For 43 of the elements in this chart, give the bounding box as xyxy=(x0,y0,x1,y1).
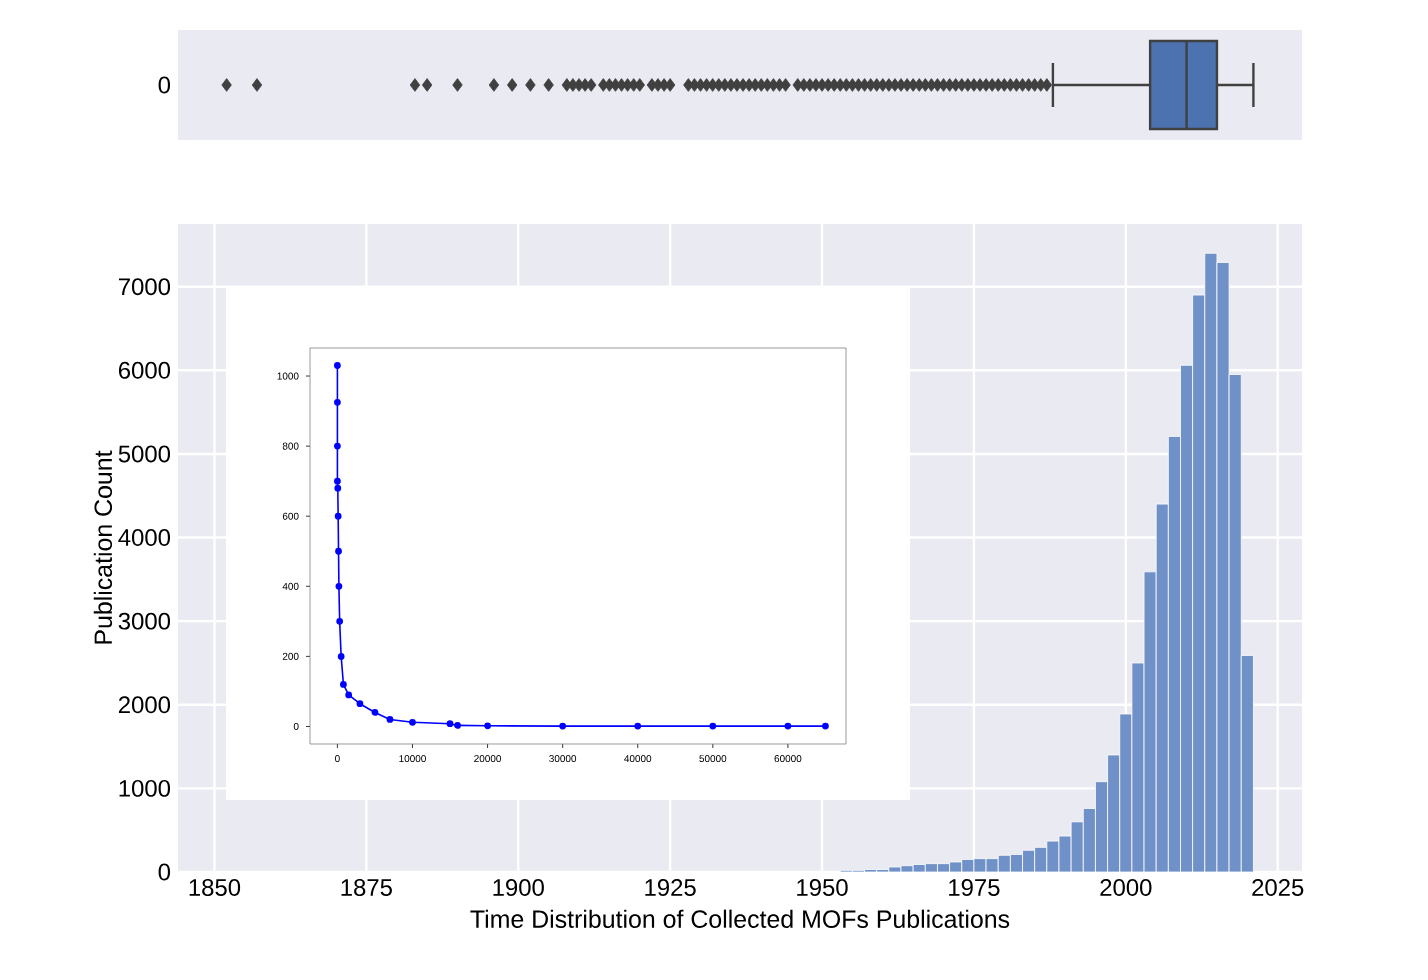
x-tick-label: 1900 xyxy=(493,879,544,896)
x-tick-label: 2000 xyxy=(1100,879,1152,896)
point xyxy=(334,442,341,450)
point xyxy=(340,681,347,688)
y-tick-label: 1000 xyxy=(119,779,171,797)
point xyxy=(409,718,416,726)
x-tick-label: 2025 xyxy=(1252,879,1304,896)
x-axis-title: Time Distribution of Collected MOFs Publications xyxy=(470,909,1010,928)
point xyxy=(446,720,454,728)
point xyxy=(709,722,717,730)
point xyxy=(335,582,343,590)
point xyxy=(334,512,342,520)
point xyxy=(336,617,344,625)
point xyxy=(371,709,379,716)
point xyxy=(334,484,342,492)
y-axis-title: Publication Count xyxy=(93,450,113,644)
x-tick-label: 1950 xyxy=(797,879,848,896)
point xyxy=(334,477,341,485)
point xyxy=(386,716,394,723)
point xyxy=(559,722,567,730)
point xyxy=(334,362,341,369)
y-tick-label: 7000 xyxy=(118,278,171,296)
y-tick-label: 3000 xyxy=(118,612,171,630)
x-tick-label: 1850 xyxy=(189,879,241,896)
y-tick-label: 6000 xyxy=(118,361,171,379)
x-tick-label: 1875 xyxy=(341,879,392,896)
y-tick-label: 2000 xyxy=(118,696,171,714)
point xyxy=(356,700,364,708)
point xyxy=(334,398,341,406)
point xyxy=(784,722,792,730)
y-tick-label: 0 xyxy=(158,863,171,881)
y-tick-label: 5000 xyxy=(118,445,171,463)
point xyxy=(335,547,342,555)
y-tick-label: 4000 xyxy=(118,529,171,546)
y-tick-label: 0 xyxy=(158,76,171,94)
point xyxy=(454,722,461,729)
point xyxy=(822,722,829,730)
x-tick-label: 1925 xyxy=(645,879,696,896)
x-tick-label: 1975 xyxy=(949,879,1000,896)
point xyxy=(337,653,345,660)
point xyxy=(345,691,353,699)
point xyxy=(634,722,642,730)
point xyxy=(484,722,491,730)
